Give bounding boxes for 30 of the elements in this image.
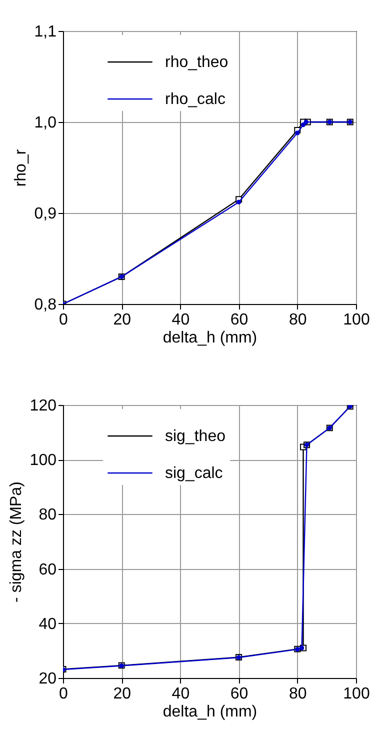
- y-tick-label: 0,8: [34, 296, 57, 314]
- x-tick-label: 40: [172, 312, 190, 328]
- y-axis-title: rho_r: [12, 148, 30, 187]
- x-axis-title: delta_h (mm): [162, 704, 258, 720]
- legend-label: sig_calc: [165, 465, 223, 482]
- y-tick-label: 1,0: [34, 114, 57, 132]
- y-tick-label: 0,9: [34, 206, 57, 222]
- x-tick-label: 100: [343, 686, 370, 702]
- x-tick-label: 20: [113, 312, 132, 328]
- legend-label: rho_theo: [165, 54, 228, 71]
- y-tick-label: 100: [30, 452, 57, 470]
- y-tick-label: 80: [38, 506, 57, 524]
- x-tick-label: 60: [230, 312, 248, 328]
- y-tick-label: 40: [38, 616, 57, 633]
- x-tick-label: 100: [343, 312, 370, 328]
- y-axis-title: - sigma zz (MPa): [8, 482, 25, 602]
- x-tick-label: 20: [113, 686, 132, 702]
- x-tick-label: 0: [59, 312, 68, 328]
- x-tick-label: 80: [289, 686, 307, 702]
- y-tick-label: 120: [30, 398, 57, 414]
- y-tick-label: 60: [38, 561, 57, 578]
- x-tick-label: 40: [172, 686, 190, 702]
- x-tick-label: 60: [230, 686, 248, 702]
- y-tick-label: 1,1: [34, 24, 57, 40]
- x-tick-label: 0: [59, 686, 68, 702]
- y-tick-label: 20: [38, 670, 57, 688]
- legend-label: sig_theo: [165, 428, 226, 445]
- x-axis-title: delta_h (mm): [162, 330, 258, 346]
- legend-label: rho_calc: [165, 91, 226, 108]
- x-tick-label: 80: [289, 312, 307, 328]
